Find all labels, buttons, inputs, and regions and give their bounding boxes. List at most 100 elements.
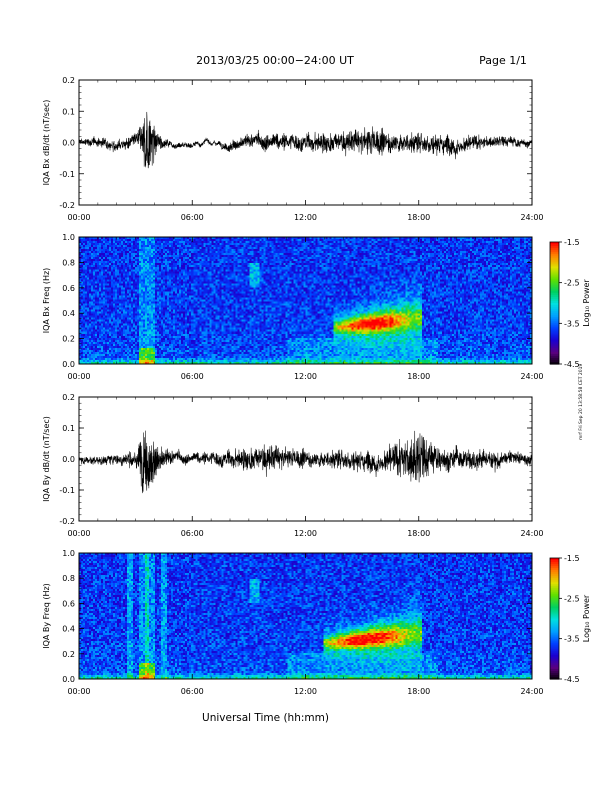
colorbar-swatch bbox=[550, 584, 559, 587]
x-tick-label: 24:00 bbox=[520, 372, 543, 381]
x-tick-label: 12:00 bbox=[294, 529, 317, 538]
x-tick-label: 06:00 bbox=[181, 372, 204, 381]
colorbar-swatch bbox=[550, 666, 559, 670]
x-tick-label: 06:00 bbox=[181, 687, 204, 696]
colorbar-swatch bbox=[550, 252, 559, 255]
colorbar-swatch bbox=[550, 331, 559, 335]
colorbar-swatch bbox=[550, 244, 559, 247]
colorbar-swatch bbox=[550, 264, 559, 267]
colorbar-swatch bbox=[550, 648, 559, 652]
y-tick-label: 1.0 bbox=[62, 233, 75, 242]
colorbar-swatch bbox=[550, 572, 559, 575]
colorbar-swatch bbox=[550, 610, 559, 614]
colorbar-swatch bbox=[550, 596, 559, 599]
colorbar-swatch bbox=[550, 268, 559, 272]
colorbar-swatch bbox=[550, 664, 559, 668]
y-tick-label: 0.0 bbox=[62, 360, 75, 369]
colorbar-swatch bbox=[550, 574, 559, 577]
y-tick-label: 1.0 bbox=[62, 549, 75, 558]
colorbar-swatch bbox=[550, 286, 559, 290]
colorbar-swatch bbox=[550, 298, 559, 302]
y-tick-label: 0.4 bbox=[62, 309, 75, 318]
colorbar-swatch bbox=[550, 586, 559, 589]
colorbar-swatch bbox=[550, 270, 559, 274]
colorbar-swatch bbox=[550, 644, 559, 648]
x-tick-label: 12:00 bbox=[294, 213, 317, 222]
colorbar-swatch bbox=[550, 276, 559, 280]
colorbar-swatch bbox=[550, 580, 559, 583]
colorbar-swatch bbox=[550, 588, 559, 591]
colorbar-swatch bbox=[550, 325, 559, 328]
colorbar-swatch bbox=[550, 612, 559, 616]
x-tick-label: 18:00 bbox=[407, 529, 430, 538]
x-tick-label: 06:00 bbox=[181, 529, 204, 538]
colorbar-swatch bbox=[550, 349, 559, 353]
panel-4-colorbar: -1.5 -2.5 -3.5 -4.5 Log₁₀ Power bbox=[549, 554, 591, 684]
colorbar-swatch bbox=[550, 620, 559, 624]
colorbar-swatch bbox=[550, 288, 559, 292]
colorbar-swatch bbox=[550, 634, 559, 638]
colorbar-swatch bbox=[550, 274, 559, 278]
colorbar-swatch bbox=[550, 638, 559, 642]
y-tick-label: 0.0 bbox=[62, 675, 75, 684]
y-tick-label: 0.1 bbox=[62, 424, 75, 433]
colorbar-swatch bbox=[550, 313, 559, 316]
y-tick-label: 0.2 bbox=[62, 650, 75, 659]
colorbar-label: Log₁₀ Power bbox=[582, 594, 591, 642]
colorbar-tick-label: -2.5 bbox=[564, 279, 580, 288]
colorbar-tick-label: -4.5 bbox=[564, 675, 580, 684]
colorbar-swatch bbox=[550, 258, 559, 261]
colorbar-swatch bbox=[550, 650, 559, 654]
colorbar-swatch bbox=[550, 250, 559, 253]
colorbar-swatch bbox=[550, 256, 559, 259]
panel-3-axes: -0.2 -0.1 0.0 0.1 0.2 00:00 06:00 12:00 18:00 24:… bbox=[42, 393, 544, 538]
colorbar-swatch bbox=[550, 642, 559, 646]
colorbar-swatch bbox=[550, 353, 559, 357]
colorbar-swatch bbox=[550, 616, 559, 620]
colorbar-swatch bbox=[550, 355, 559, 359]
colorbar-swatch bbox=[550, 656, 559, 660]
y-axis-label: IQA Bx Freq (Hz) bbox=[42, 268, 51, 334]
x-tick-label: 12:00 bbox=[294, 372, 317, 381]
colorbar-swatch bbox=[550, 564, 559, 567]
colorbar-swatch bbox=[550, 568, 559, 571]
panel-2-colorbar: -1.5 -2.5 -3.5 -4.5 Log₁₀ Power bbox=[549, 238, 591, 369]
colorbar-swatch bbox=[550, 327, 559, 331]
colorbar-swatch bbox=[550, 343, 559, 347]
colorbar-swatch bbox=[550, 668, 559, 672]
colorbar-tick-label: -2.5 bbox=[564, 594, 580, 603]
x-tick-label: 18:00 bbox=[407, 213, 430, 222]
y-tick-label: 0.1 bbox=[62, 107, 75, 116]
y-tick-label: 0.4 bbox=[62, 625, 75, 634]
panel-1-axes: -0.2 -0.1 0.0 0.1 0.2 00:00 06:00 12:00 18:00 24:… bbox=[42, 76, 544, 222]
colorbar-swatch bbox=[550, 608, 559, 612]
colorbar-swatch bbox=[550, 654, 559, 658]
colorbar-swatch bbox=[550, 582, 559, 585]
colorbar-swatch bbox=[550, 558, 559, 561]
y-axis-label: IQA By dB/dt (nT/sec) bbox=[42, 416, 51, 502]
colorbar-swatch bbox=[550, 290, 559, 294]
colorbar-swatch bbox=[550, 674, 559, 678]
colorbar-swatch bbox=[550, 278, 559, 282]
y-axis-label: IQA By Freq (Hz) bbox=[42, 583, 51, 649]
colorbar-swatch bbox=[550, 357, 559, 361]
colorbar-swatch bbox=[550, 284, 559, 288]
colorbar-swatch bbox=[550, 294, 559, 298]
colorbar-swatch bbox=[550, 640, 559, 644]
colorbar-tick-label: -1.5 bbox=[564, 238, 580, 247]
colorbar-swatch bbox=[550, 337, 559, 341]
colorbar-swatch bbox=[550, 280, 559, 284]
colorbar-swatch bbox=[550, 576, 559, 579]
panel-2-axes: 0.0 0.2 0.4 0.6 0.8 1.0 00:00 06:00 12:00 18:00 24… bbox=[42, 233, 544, 381]
y-tick-label: 0.8 bbox=[62, 258, 75, 267]
colorbar-tick-label: -3.5 bbox=[564, 635, 580, 644]
colorbar-swatch bbox=[550, 626, 559, 630]
colorbar-swatch bbox=[550, 335, 559, 339]
colorbar-swatch bbox=[550, 566, 559, 569]
colorbar-swatch bbox=[550, 248, 559, 251]
colorbar-swatch bbox=[550, 594, 559, 597]
x-tick-label: 00:00 bbox=[67, 213, 90, 222]
colorbar-swatch bbox=[550, 300, 559, 304]
colorbar-swatch bbox=[550, 305, 559, 308]
